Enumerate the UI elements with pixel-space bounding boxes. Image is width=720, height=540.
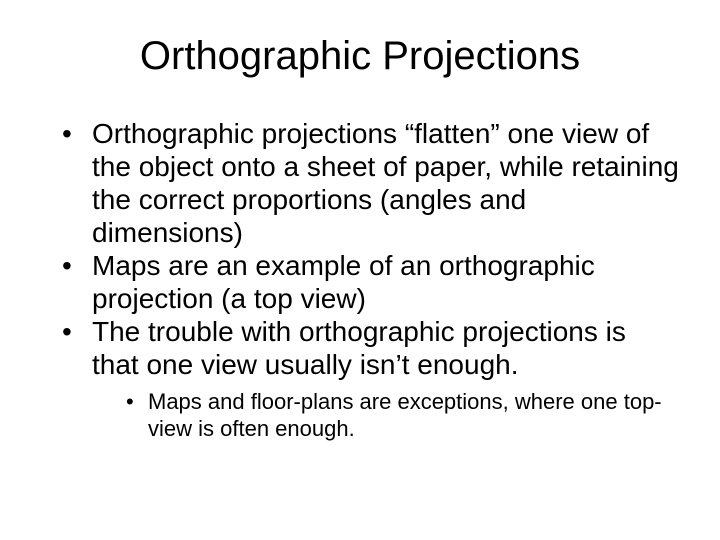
slide-title: Orthographic Projections — [40, 34, 680, 79]
bullet-item: The trouble with orthographic projection… — [62, 315, 680, 442]
sub-bullet-list: Maps and floor-plans are exceptions, whe… — [92, 389, 680, 442]
sub-bullet-item: Maps and floor-plans are exceptions, whe… — [126, 389, 680, 442]
bullet-item: Orthographic projections “flatten” one v… — [62, 117, 680, 249]
bullet-text: The trouble with orthographic projection… — [92, 316, 626, 380]
main-bullet-list: Orthographic projections “flatten” one v… — [40, 117, 680, 442]
bullet-item: Maps are an example of an orthographic p… — [62, 249, 680, 315]
